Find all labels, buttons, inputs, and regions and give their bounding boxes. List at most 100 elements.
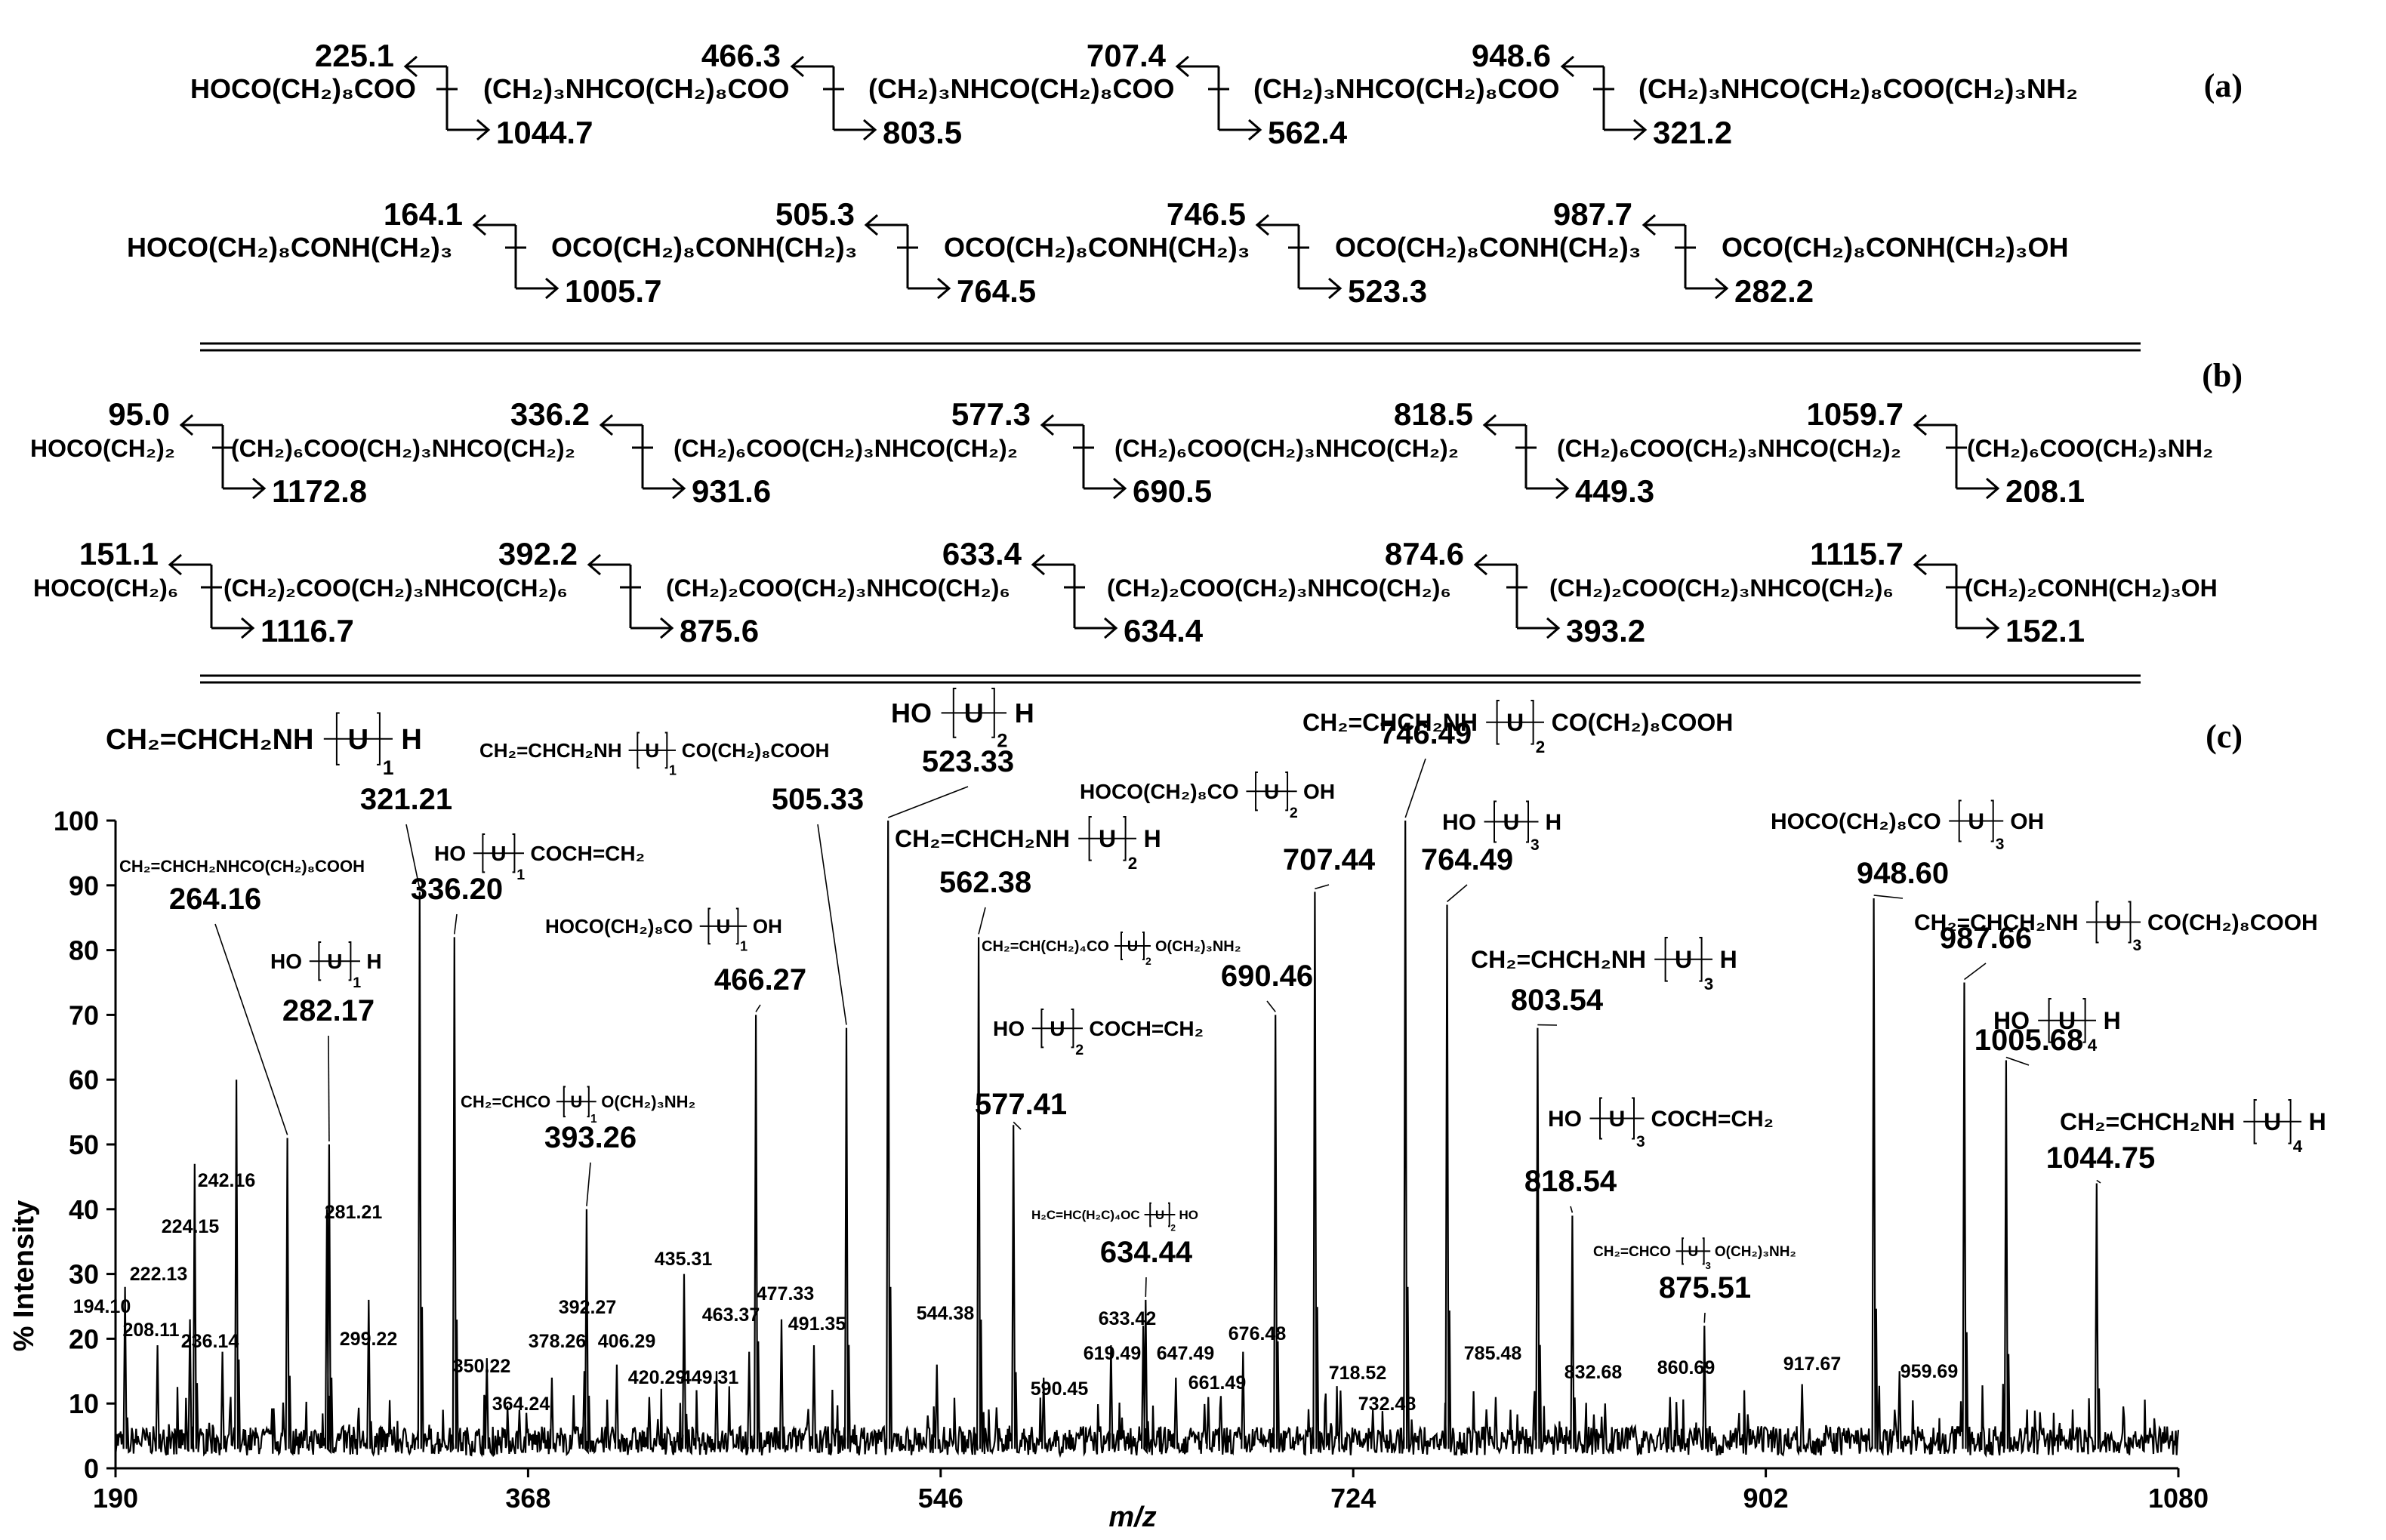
fragment-mass-upper: 164.1: [384, 196, 463, 232]
peak-label: 392.27: [559, 1297, 616, 1318]
fragment-mass-upper: 874.6: [1385, 536, 1464, 571]
structure-suffix: COCH=CH₂: [530, 842, 645, 865]
peak-label: 764.49: [1421, 843, 1513, 876]
repeat-unit: U: [327, 950, 342, 973]
axes: 0 10 20 30 40 50 60 70 80 90 100 190 368 546 724 902 108…: [54, 805, 2209, 1514]
y-axis-label: % Intensity: [8, 1200, 40, 1352]
peak-label: 477.33: [757, 1283, 814, 1304]
chain-segment: OCO(CH₂)₈CONH(CH₂)₃: [944, 232, 1250, 263]
structure-suffix: COCH=CH₂: [1651, 1107, 1774, 1132]
repeat-count: 2: [1075, 1042, 1084, 1058]
structure-prefix: HO: [270, 950, 302, 973]
structure-suffix: H: [1015, 698, 1034, 728]
fragment-mass-upper: 336.2: [510, 396, 590, 432]
fragment-row-2: HOCO(CH₂)₈CONH(CH₂)₃ OCO(CH₂)₈CONH(CH₂)₃ O…: [127, 196, 2068, 309]
peak-label: 420.29: [628, 1367, 686, 1388]
repeat-unit: U: [1503, 810, 1520, 835]
peak-label: 633.42: [1099, 1308, 1156, 1329]
structure-prefix: CH₂=CHCH₂NH: [895, 825, 1070, 852]
repeat-unit: U: [1968, 809, 1984, 834]
repeat-count: 4: [2293, 1137, 2303, 1156]
peak-label: 281.21: [325, 1202, 383, 1223]
peak-label: 378.26: [529, 1331, 586, 1352]
repeat-count: 2: [1170, 1222, 1176, 1233]
peak-label: 222.13: [130, 1264, 187, 1285]
peak-label: 299.22: [340, 1329, 397, 1350]
peak-leader: [887, 786, 969, 818]
structure-formula: CH₂=CHCH₂NH U3H: [1471, 937, 1737, 993]
peak-label: 690.46: [1221, 959, 1313, 993]
fragment-mass-upper: 466.3: [701, 38, 781, 73]
fragment-row-4: HOCO(CH₂)₆ (CH₂)₂COO(CH₂)₃NHCO(CH₂)₆ (CH₂)…: [33, 536, 2218, 648]
structure-formula: CH₂=CHCH₂NHCO(CH₂)₈COOH: [119, 857, 365, 876]
structure-prefix: HOCO(CH₂)₈CO: [545, 915, 693, 938]
repeat-unit: U: [964, 698, 984, 728]
peak-label: 718.52: [1329, 1363, 1386, 1384]
structure-suffix: O(CH₂)₃NH₂: [601, 1092, 695, 1111]
peak-label: 463.37: [702, 1304, 760, 1326]
repeat-unit: U: [1050, 1017, 1065, 1040]
spectrum-trace: [114, 820, 2180, 1458]
peak-label: 803.54: [1511, 984, 1604, 1017]
structure-formula: CH₂=CHCO U3 O(CH₂)₃NH₂: [1593, 1237, 1796, 1271]
fragment-row-3: HOCO(CH₂)₂ (CH₂)₆COO(CH₂)₃NHCO(CH₂)₂ (CH₂)…: [30, 396, 2213, 509]
chain-segment: (CH₂)₂COO(CH₂)₃NHCO(CH₂)₆: [666, 574, 1010, 602]
repeat-count: 1: [516, 867, 525, 883]
peak-label: 242.16: [198, 1170, 255, 1191]
peak-labels: 194.10 208.11 222.13 224.15 236.14 242.16 264.…: [73, 717, 2156, 1415]
repeat-count: 3: [1704, 975, 1713, 993]
peak-label: 224.15: [162, 1216, 220, 1237]
peak-label: 832.68: [1564, 1362, 1623, 1383]
structure-prefix: HO: [434, 842, 466, 865]
peak-leader: [1013, 1121, 1022, 1130]
peak-label: 1005.68: [1974, 1024, 2084, 1057]
chain-segment: OCO(CH₂)₈CONH(CH₂)₃: [1335, 232, 1641, 263]
structure-formula: HOCO(CH₂)₈CO U3 OH: [1771, 799, 2044, 853]
structure-suffix: H: [366, 950, 381, 973]
structure-formula: CH₂=CHCH₂NH U2 CO(CH₂)₈COOH: [1302, 700, 1733, 756]
repeat-count: 2: [1128, 854, 1137, 873]
structure-prefix: HO: [1993, 1007, 2030, 1034]
peak-label: 1044.75: [2046, 1141, 2156, 1175]
fragment-mass-lower: 690.5: [1133, 473, 1212, 509]
peak-leader: [2005, 1056, 2030, 1066]
chain-segment: (CH₂)₆COO(CH₂)₃NHCO(CH₂)₂: [674, 435, 1018, 462]
peak-leader-lines: [214, 758, 2101, 1323]
peak-leader: [1145, 1277, 1147, 1297]
structure-prefix: CH₂=CHCO: [461, 1092, 550, 1111]
x-tick-label: 190: [93, 1483, 138, 1514]
structure-formula: HO U3 COCH=CH₂: [1548, 1097, 1774, 1150]
peak-leader: [817, 824, 847, 1025]
peak-leader: [1873, 895, 1904, 899]
repeat-unit: U: [1675, 946, 1692, 973]
peak-leader: [1446, 884, 1468, 903]
structure-formula: HO U2H: [891, 688, 1034, 751]
peak-leader: [1703, 1312, 1706, 1323]
repeat-count: 3: [2133, 937, 2142, 954]
repeat-unit: U: [2105, 910, 2122, 935]
chain-segment: (CH₂)₂COO(CH₂)₃NHCO(CH₂)₆: [1549, 574, 1894, 602]
structure-prefix: HO: [1548, 1107, 1582, 1132]
y-tick-label: 10: [69, 1388, 99, 1419]
y-tick-label: 0: [84, 1453, 99, 1484]
structure-formula: HO U3H: [1442, 800, 1561, 854]
peak-label: 619.49: [1084, 1343, 1141, 1364]
peak-label: 785.48: [1464, 1343, 1522, 1364]
chain-segment: (CH₂)₃NHCO(CH₂)₈COO: [1253, 73, 1559, 104]
structure-formula: CH₂=CHCH₂NH U4H: [2060, 1099, 2326, 1156]
fragment-mass-lower: 152.1: [2005, 613, 2085, 648]
peak-label: 336.20: [411, 873, 503, 906]
fragment-mass-upper: 392.2: [498, 536, 578, 571]
structure-suffix: O(CH₂)₃NH₂: [1715, 1244, 1796, 1260]
structure-formula: HOCO(CH₂)₈CO U1 OH: [545, 907, 782, 953]
peak-label: 707.44: [1283, 843, 1376, 876]
fragment-mass-lower: 803.5: [883, 115, 962, 150]
peak-label: 917.67: [1783, 1354, 1841, 1375]
x-axis-label: m/z: [1108, 1502, 1156, 1533]
peak-leader: [978, 907, 986, 935]
chain-segment: OCO(CH₂)₈CONH(CH₂)₃: [551, 232, 857, 263]
structure-prefix: CH₂=CHCH₂NH: [1914, 910, 2079, 935]
structure-formula: HO U1 COCH=CH₂: [434, 833, 645, 883]
fragment-mass-lower: 875.6: [680, 613, 759, 648]
y-tick-label: 30: [69, 1259, 99, 1290]
